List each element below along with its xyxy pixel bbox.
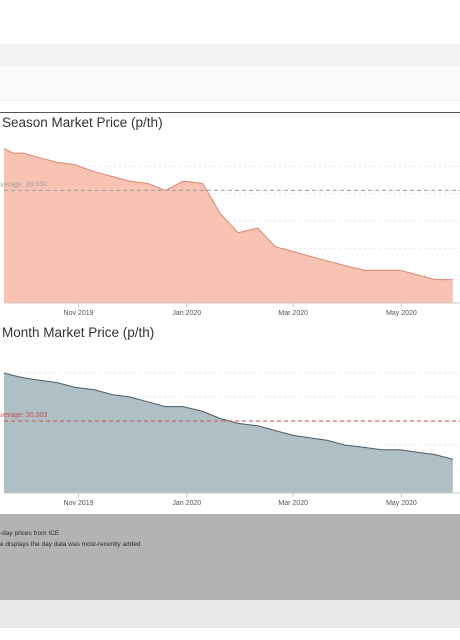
series-line [3,372,454,460]
footer-note-display: e displays the day data was most-recentl… [0,541,141,548]
x-tick-label: Nov 2019 [64,500,94,507]
chart-month: Average: 30.003 Nov 2019 Jan 2020 Mar 2020 M… [0,372,460,507]
x-tick-label: Nov 2019 [64,310,94,317]
light-band [0,66,460,101]
x-tick-label: Jan 2020 [172,500,201,507]
x-tick-label: Mar 2020 [278,500,308,507]
footer-note-source: -day prices from ICE [0,530,60,537]
footer-panel [0,514,460,600]
area-fill [4,373,453,493]
bottom-bar [0,600,460,628]
grey-band [0,44,460,66]
average-label: Average: 39.030 [0,181,47,188]
chart-title-month: Month Market Price (p/th) [2,325,155,340]
x-tick-label: May 2020 [386,500,417,507]
series-line [3,147,453,281]
x-tick-label: May 2020 [386,310,417,317]
x-tick-label: Jan 2020 [172,310,201,317]
section-rule [0,112,460,113]
chart-title-season: Season Market Price (p/th) [2,115,163,130]
chart-season: Average: 39.030 Nov 2019 Jan 2020 Mar 2020 M… [0,147,460,317]
top-bar [0,0,460,44]
x-tick-label: Mar 2020 [278,310,308,317]
average-label: Average: 30.003 [0,412,47,419]
area-fill [4,148,453,303]
